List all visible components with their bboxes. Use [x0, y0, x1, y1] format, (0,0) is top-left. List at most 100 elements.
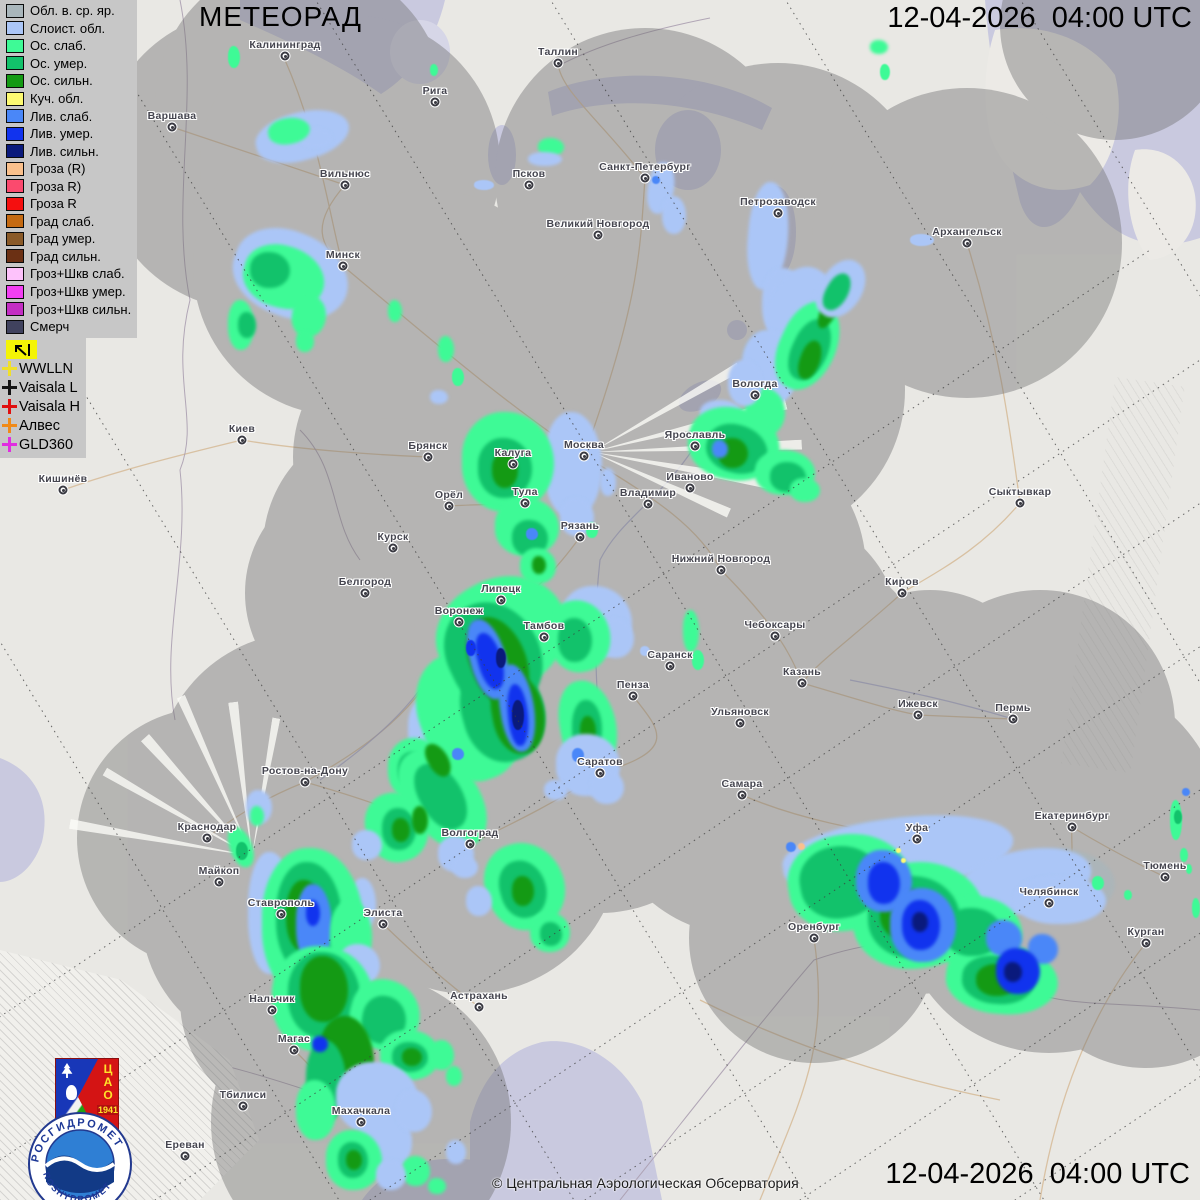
city-label: Кишинёв — [38, 473, 88, 485]
precip-echo-g2 — [238, 312, 256, 338]
legend-swatch — [6, 56, 24, 71]
legend-label: Гроза R) — [30, 178, 82, 194]
precip-echo-g1 — [1186, 864, 1192, 874]
city-dot — [474, 1002, 484, 1012]
city-dot — [289, 1045, 299, 1055]
city-dot — [912, 834, 922, 844]
legend-row: Лив. сильн. — [0, 142, 137, 160]
city-label: Орёл — [434, 489, 464, 501]
city-label: Казань — [782, 666, 822, 678]
precip-echo-sh1 — [572, 748, 584, 762]
precip-echo-g1 — [250, 806, 264, 826]
city-dot — [214, 877, 224, 887]
legend-swatch — [6, 3, 24, 18]
city-label: Рязань — [560, 520, 600, 532]
legend-label: Ос. слаб. — [30, 38, 87, 54]
city-label: Псков — [512, 168, 546, 180]
legend-row: Гроза R — [0, 195, 137, 213]
precip-echo-g1 — [402, 1156, 430, 1186]
city-label: Тбилиси — [219, 1089, 267, 1101]
city-dot — [685, 483, 695, 493]
timestamp-bottom: 12-04-2026 04:00 UTC — [885, 1158, 1190, 1190]
city-label: Тюмень — [1143, 860, 1187, 872]
city-dot — [338, 261, 348, 271]
city-label: Курск — [377, 531, 409, 543]
cao-year: 1941 — [96, 1105, 120, 1115]
precip-echo-sh1 — [452, 748, 464, 760]
city-label: Киев — [228, 423, 256, 435]
legend-swatch — [6, 266, 24, 281]
precip-echo-st — [430, 390, 448, 404]
city-dot — [737, 790, 747, 800]
legend-row: Град слаб. — [0, 213, 137, 231]
precip-echo-sh1 — [712, 440, 728, 458]
legend-label: Куч. обл. — [30, 91, 84, 106]
tornado-icon — [14, 343, 30, 356]
precip-echo-g1 — [1192, 898, 1200, 918]
city-dot — [300, 777, 310, 787]
city-dot — [1067, 822, 1077, 832]
precip-echo-st — [466, 886, 492, 916]
legend-swatch — [6, 179, 24, 194]
city-label: Челябинск — [1019, 886, 1079, 898]
precip-echo-g3 — [346, 1150, 362, 1170]
legend-swatch — [6, 109, 24, 124]
city-dot — [280, 51, 290, 61]
city-dot — [643, 499, 653, 509]
city-dot — [340, 180, 350, 190]
legend-swatch — [6, 284, 24, 299]
precip-echo-g1 — [296, 330, 314, 352]
page-title: МЕТЕОРАД — [199, 1, 362, 32]
legend-row: Гроз+Шкв умер. — [0, 283, 137, 301]
city-label: Ставрополь — [247, 897, 315, 909]
border-lines — [139, 0, 1200, 1200]
precip-echo-g2 — [540, 922, 562, 946]
precip-echo-cb — [896, 848, 901, 853]
city-label: Сыктывкар — [988, 486, 1052, 498]
precip-echo-sh3 — [496, 648, 506, 668]
city-label: Варшава — [147, 110, 197, 122]
city-label: Нальчик — [249, 993, 295, 1005]
city-label: Санкт-Петербург — [599, 161, 691, 173]
precip-echo-g3 — [300, 956, 348, 1022]
city-label: Саратов — [577, 756, 623, 768]
city-label: Ульяновск — [711, 706, 769, 718]
legend-panel: Обл. в. ср. яр. Слоист. обл. Ос. слаб. Ос. … — [0, 0, 137, 339]
precip-echo-sh3 — [1004, 962, 1022, 982]
city-label: Оренбург — [788, 921, 840, 933]
legend-row: Град сильн. — [0, 248, 137, 266]
city-dot — [716, 565, 726, 575]
precip-echo-sh2 — [312, 1036, 328, 1052]
fir-tree-icon — [61, 1063, 73, 1078]
city-dot — [750, 390, 760, 400]
precip-echo-g1 — [430, 64, 438, 76]
city-label: Архангельск — [932, 226, 1002, 238]
legend-row: Гроза R) — [0, 177, 137, 195]
precip-echo-g2 — [250, 252, 290, 288]
precip-echo-g1 — [870, 40, 888, 54]
legend-label: Смерч — [30, 319, 70, 335]
city-dot — [378, 919, 388, 929]
city-label: Ярославль — [664, 429, 726, 441]
legend-swatch — [6, 319, 24, 334]
city-dot — [1008, 714, 1018, 724]
legend-swatch — [6, 21, 24, 36]
city-dot — [465, 839, 475, 849]
radar-coverage-circle — [815, 590, 1045, 820]
precip-echo-g3 — [392, 818, 410, 842]
legend-label: Слоист. обл. — [30, 20, 106, 36]
precip-echo-sh1 — [526, 528, 538, 540]
lightning-row: Vaisala H — [0, 397, 86, 416]
legend-swatch — [6, 302, 24, 317]
city-dot — [797, 678, 807, 688]
legend-row: Обл. в. ср. яр. — [0, 2, 137, 20]
city-dot — [454, 617, 464, 627]
precip-echo-st — [662, 196, 686, 234]
city-label: Брянск — [408, 440, 448, 452]
precip-echo-g1 — [692, 650, 704, 670]
city-dot — [508, 459, 518, 469]
city-dot — [575, 532, 585, 542]
